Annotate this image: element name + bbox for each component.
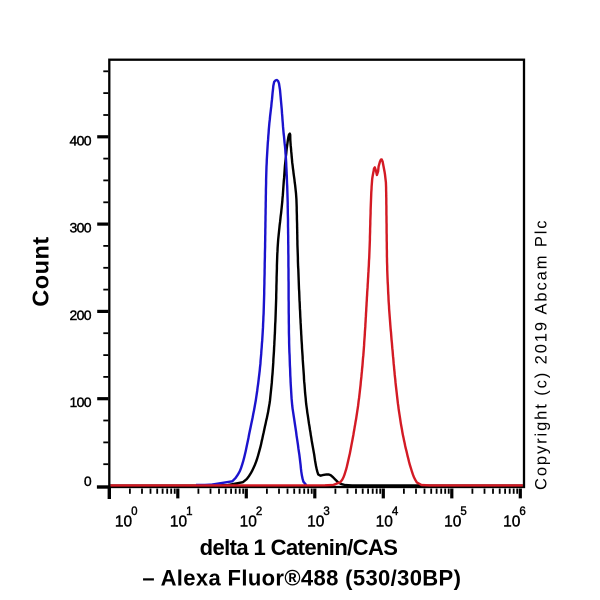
svg-text:10: 10 [240,514,258,531]
svg-text:10: 10 [503,514,521,531]
svg-text:1: 1 [186,506,192,518]
svg-text:0: 0 [84,473,92,489]
svg-text:3: 3 [323,506,329,518]
svg-text:6: 6 [519,506,525,518]
svg-text:10: 10 [307,514,325,531]
svg-text:delta 1 Catenin/CAS: delta 1 Catenin/CAS [200,535,398,560]
svg-text:2: 2 [256,506,262,518]
svg-text:10: 10 [444,514,462,531]
svg-text:100: 100 [69,394,91,410]
svg-text:200: 200 [69,307,91,323]
svg-text:0: 0 [131,506,137,518]
svg-text:300: 300 [69,220,91,236]
svg-text:400: 400 [69,133,91,149]
svg-text:4: 4 [392,506,399,518]
svg-text:10: 10 [376,514,394,531]
svg-text:Copyright (c) 2019 Abcam Plc: Copyright (c) 2019 Abcam Plc [533,219,551,490]
svg-text:– Alexa Fluor®488 (530/30BP): – Alexa Fluor®488 (530/30BP) [142,566,461,591]
svg-text:5: 5 [460,506,466,518]
svg-text:10: 10 [170,514,188,531]
svg-text:10: 10 [115,514,133,531]
svg-text:Count: Count [28,236,54,306]
